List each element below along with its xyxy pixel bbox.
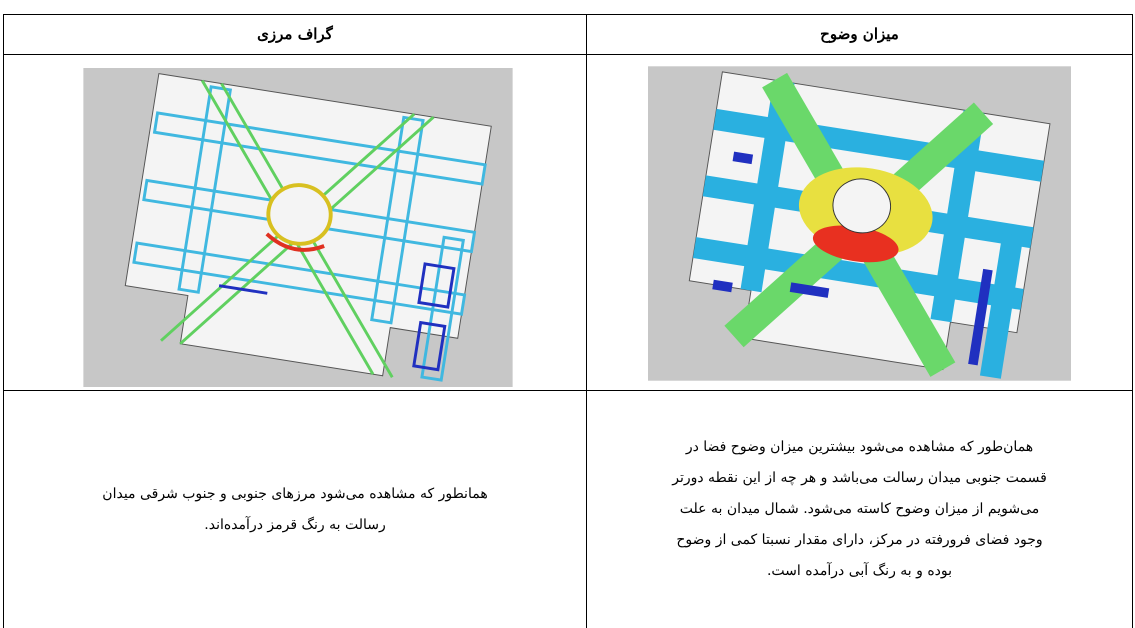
border [586, 14, 587, 628]
column-header: گراف مرزی [257, 25, 333, 43]
text-line: همانطور که مشاهده می‌شود مرزهای جنوبی و … [102, 485, 488, 502]
text-line: رسالت به رنگ قرمز درآمده‌اند. [204, 516, 386, 533]
column-header: میزان وضوح [820, 25, 899, 43]
text-line: وجود فضای فرورفته در مرکز، دارای مقدار ن… [676, 532, 1043, 548]
border [3, 14, 4, 628]
border [1132, 14, 1133, 628]
text-line: بوده و به رنگ آبی درآمده است. [766, 563, 953, 579]
description-cell: همانطور که مشاهده می‌شود مرزهای جنوبی و … [4, 391, 586, 628]
text-line: می‌شویم از میزان وضوح کاسته می‌شود. شمال… [679, 501, 1040, 517]
boundary-graph-map [83, 68, 513, 387]
border [3, 54, 1133, 55]
border [3, 390, 1133, 391]
text-line: قسمت جنوبی میدان رسالت می‌باشد و هر چه ا… [672, 470, 1047, 486]
description-cell: همان‌طور که مشاهده می‌شود بیشترین میزان … [587, 391, 1132, 628]
text-line: همان‌طور که مشاهده می‌شود بیشترین میزان … [685, 439, 1034, 455]
border [3, 14, 1133, 15]
clarity-map [648, 66, 1071, 381]
